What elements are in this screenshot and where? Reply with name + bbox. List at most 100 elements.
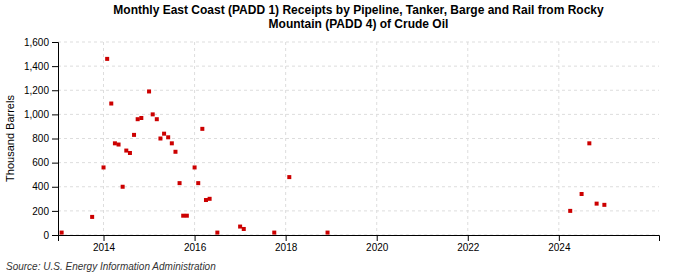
point [90, 215, 94, 219]
x-grid-line [558, 42, 559, 235]
tick: 600 [32, 157, 58, 168]
tick: 400 [32, 181, 58, 192]
tick-mark [52, 66, 58, 67]
tick: 2018 [275, 235, 298, 253]
point [193, 165, 197, 169]
tick: 1,200 [24, 85, 58, 96]
chart: 2014 2016 2018 2020 2022 2024 0 200 400 600 800 1,0… [0, 0, 675, 275]
tick-mark [52, 139, 58, 140]
x-axis: 2014 2016 2018 2020 2022 2024 [59, 235, 660, 253]
tick-label: 600 [32, 157, 49, 168]
tick-label: 2024 [548, 242, 571, 253]
point [132, 133, 136, 137]
point [178, 181, 182, 185]
x-grid-line [103, 42, 104, 235]
tick-label: 0 [43, 230, 49, 241]
tick-mark [286, 235, 287, 241]
y-grid-line [58, 42, 659, 43]
tick-mark [52, 42, 58, 43]
source: Source: U.S. Energy Information Administ… [6, 261, 216, 272]
point [121, 185, 125, 189]
y-grid-line [58, 114, 659, 115]
axis-line [59, 236, 660, 242]
tick-label: 1,200 [24, 85, 49, 96]
point [238, 225, 242, 229]
point [208, 197, 212, 201]
point [200, 127, 204, 131]
tick-mark [52, 211, 58, 212]
tick-label: 1,400 [24, 61, 49, 72]
point [215, 231, 219, 235]
point [151, 112, 155, 116]
tick-label: 200 [32, 206, 49, 217]
point [158, 137, 162, 141]
tick: 2022 [457, 235, 480, 253]
point [102, 165, 106, 169]
tick: 2020 [366, 235, 389, 253]
tick-label: 2020 [366, 242, 389, 253]
tick: 0 [43, 230, 58, 241]
tick: 1,400 [24, 61, 58, 72]
point [162, 132, 166, 136]
tick: 1,600 [24, 37, 58, 48]
point [185, 214, 189, 218]
y-grid-line [58, 66, 659, 67]
x-grid-line [194, 42, 195, 235]
point [595, 202, 599, 206]
tick-mark [559, 235, 560, 241]
point [60, 231, 64, 235]
point [109, 102, 113, 106]
point [272, 231, 276, 235]
point [242, 227, 246, 231]
tick-mark [104, 235, 105, 241]
x-grid-line [376, 42, 377, 235]
point [204, 198, 208, 202]
tick: 1,000 [24, 109, 58, 120]
tick-label: 1,600 [24, 37, 49, 48]
point [124, 149, 128, 153]
tick-label: 400 [32, 181, 49, 192]
tick-mark [52, 163, 58, 164]
tick-mark [52, 187, 58, 188]
point [128, 151, 132, 155]
tick: 200 [32, 206, 58, 217]
point [139, 116, 143, 120]
x-grid-line [285, 42, 286, 235]
points [60, 57, 607, 235]
grid [58, 42, 659, 235]
point [173, 150, 177, 154]
axis-line [52, 43, 59, 236]
tick-label: 2022 [457, 242, 480, 253]
tick-label: 800 [32, 133, 49, 144]
x-grid-line [467, 42, 468, 235]
tick: 2014 [93, 235, 116, 253]
point [155, 117, 159, 121]
tick-label: 2018 [275, 242, 298, 253]
tick: 800 [32, 133, 58, 144]
y-axis: 0 200 400 600 800 1,000 1,200 1,400 1,600 [24, 37, 59, 241]
y-grid-line [58, 138, 659, 139]
tick-mark [52, 114, 58, 115]
title-line: Mountain (PADD 4) of Crude Oil [269, 17, 449, 31]
point [170, 141, 174, 145]
tick-mark [468, 235, 469, 241]
title: Monthly East Coast (PADD 1) Receipts by … [113, 3, 604, 31]
tick-label: 2016 [184, 242, 207, 253]
y-grid-line [58, 186, 659, 187]
tick-mark [52, 235, 58, 236]
tick: 2024 [548, 235, 571, 253]
point [196, 181, 200, 185]
point [113, 141, 117, 145]
tick: 2016 [184, 235, 207, 253]
point [326, 231, 330, 235]
title-line: Monthly East Coast (PADD 1) Receipts by … [113, 3, 604, 17]
y-grid-line [58, 162, 659, 163]
point [287, 175, 291, 179]
plot: 2014 2016 2018 2020 2022 2024 0 200 400 600 800 1,0… [24, 37, 660, 253]
tick-mark [377, 235, 378, 241]
point [568, 209, 572, 213]
point [580, 192, 584, 196]
point [166, 135, 170, 139]
point [117, 143, 121, 147]
point [602, 203, 606, 207]
